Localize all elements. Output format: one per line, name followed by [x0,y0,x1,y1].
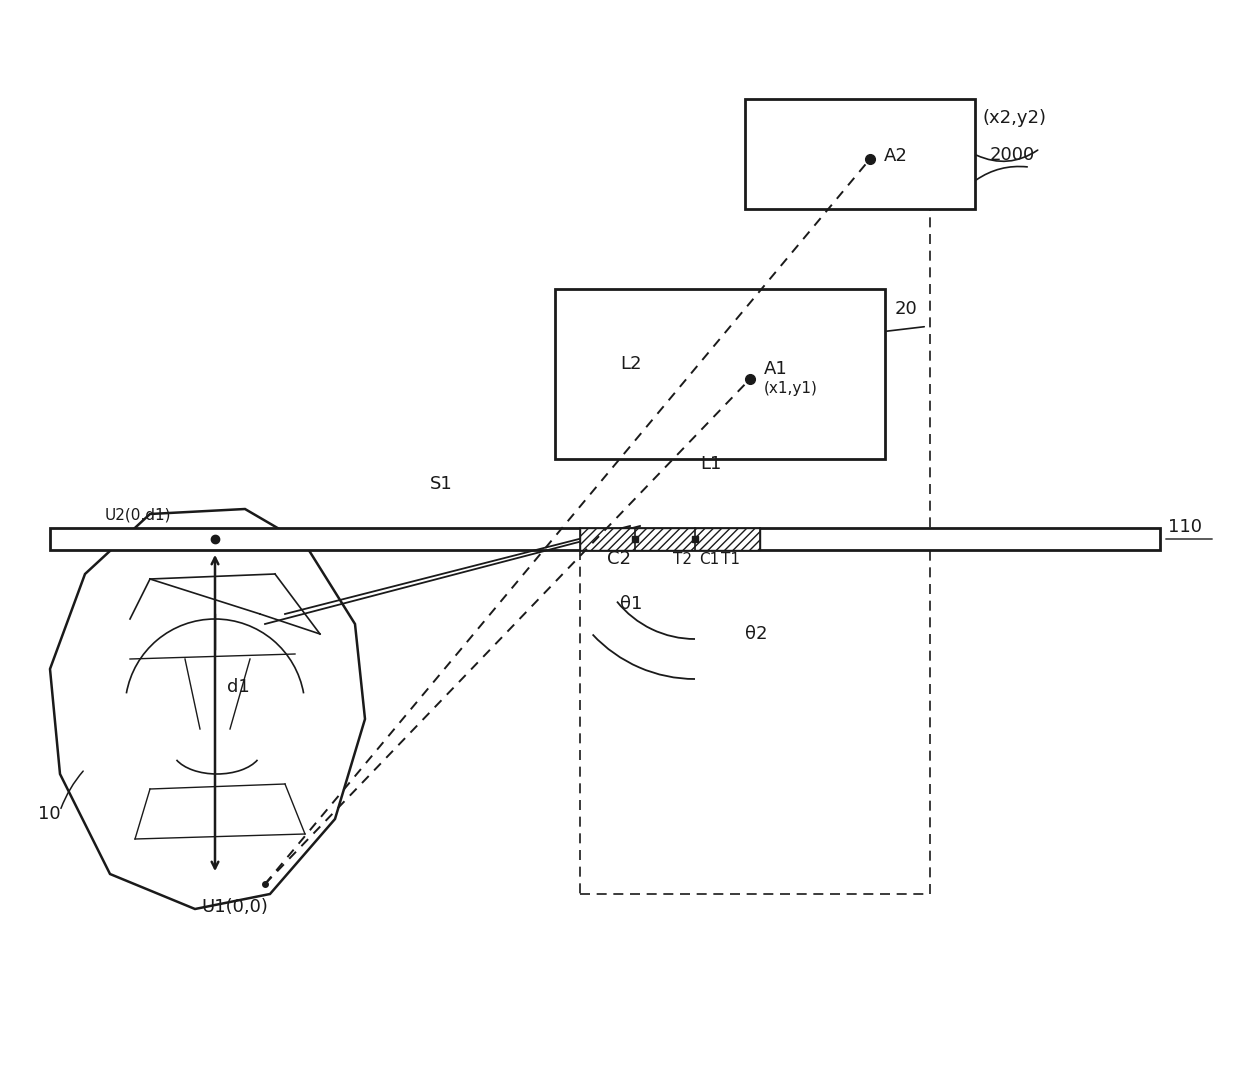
Bar [745,99,975,209]
Text: L1: L1 [701,455,722,473]
Text: T2: T2 [673,552,692,566]
Text: A1: A1 [764,360,787,378]
Text: U2(0,d1): U2(0,d1) [105,507,171,522]
Text: 10: 10 [38,805,61,823]
Text: d1: d1 [227,678,249,696]
Text: S1: S1 [430,475,453,493]
Text: T1: T1 [720,552,740,566]
Text: (x1,y1): (x1,y1) [764,382,818,396]
Bar [556,289,885,459]
Text: θ2: θ2 [745,625,768,643]
Polygon shape [50,509,365,909]
Text: 20: 20 [895,300,918,318]
Text: U1(0,0): U1(0,0) [202,898,268,916]
Text: A2: A2 [884,147,908,165]
Text: θ1: θ1 [620,595,642,613]
Text: 110: 110 [1168,518,1202,536]
Text: C2: C2 [608,550,631,568]
Text: C1: C1 [699,552,719,566]
Bar [580,528,760,550]
Text: (x2,y2): (x2,y2) [983,109,1047,127]
Bar [50,528,1159,550]
Text: L2: L2 [620,355,641,373]
Text: 2000: 2000 [990,146,1035,164]
